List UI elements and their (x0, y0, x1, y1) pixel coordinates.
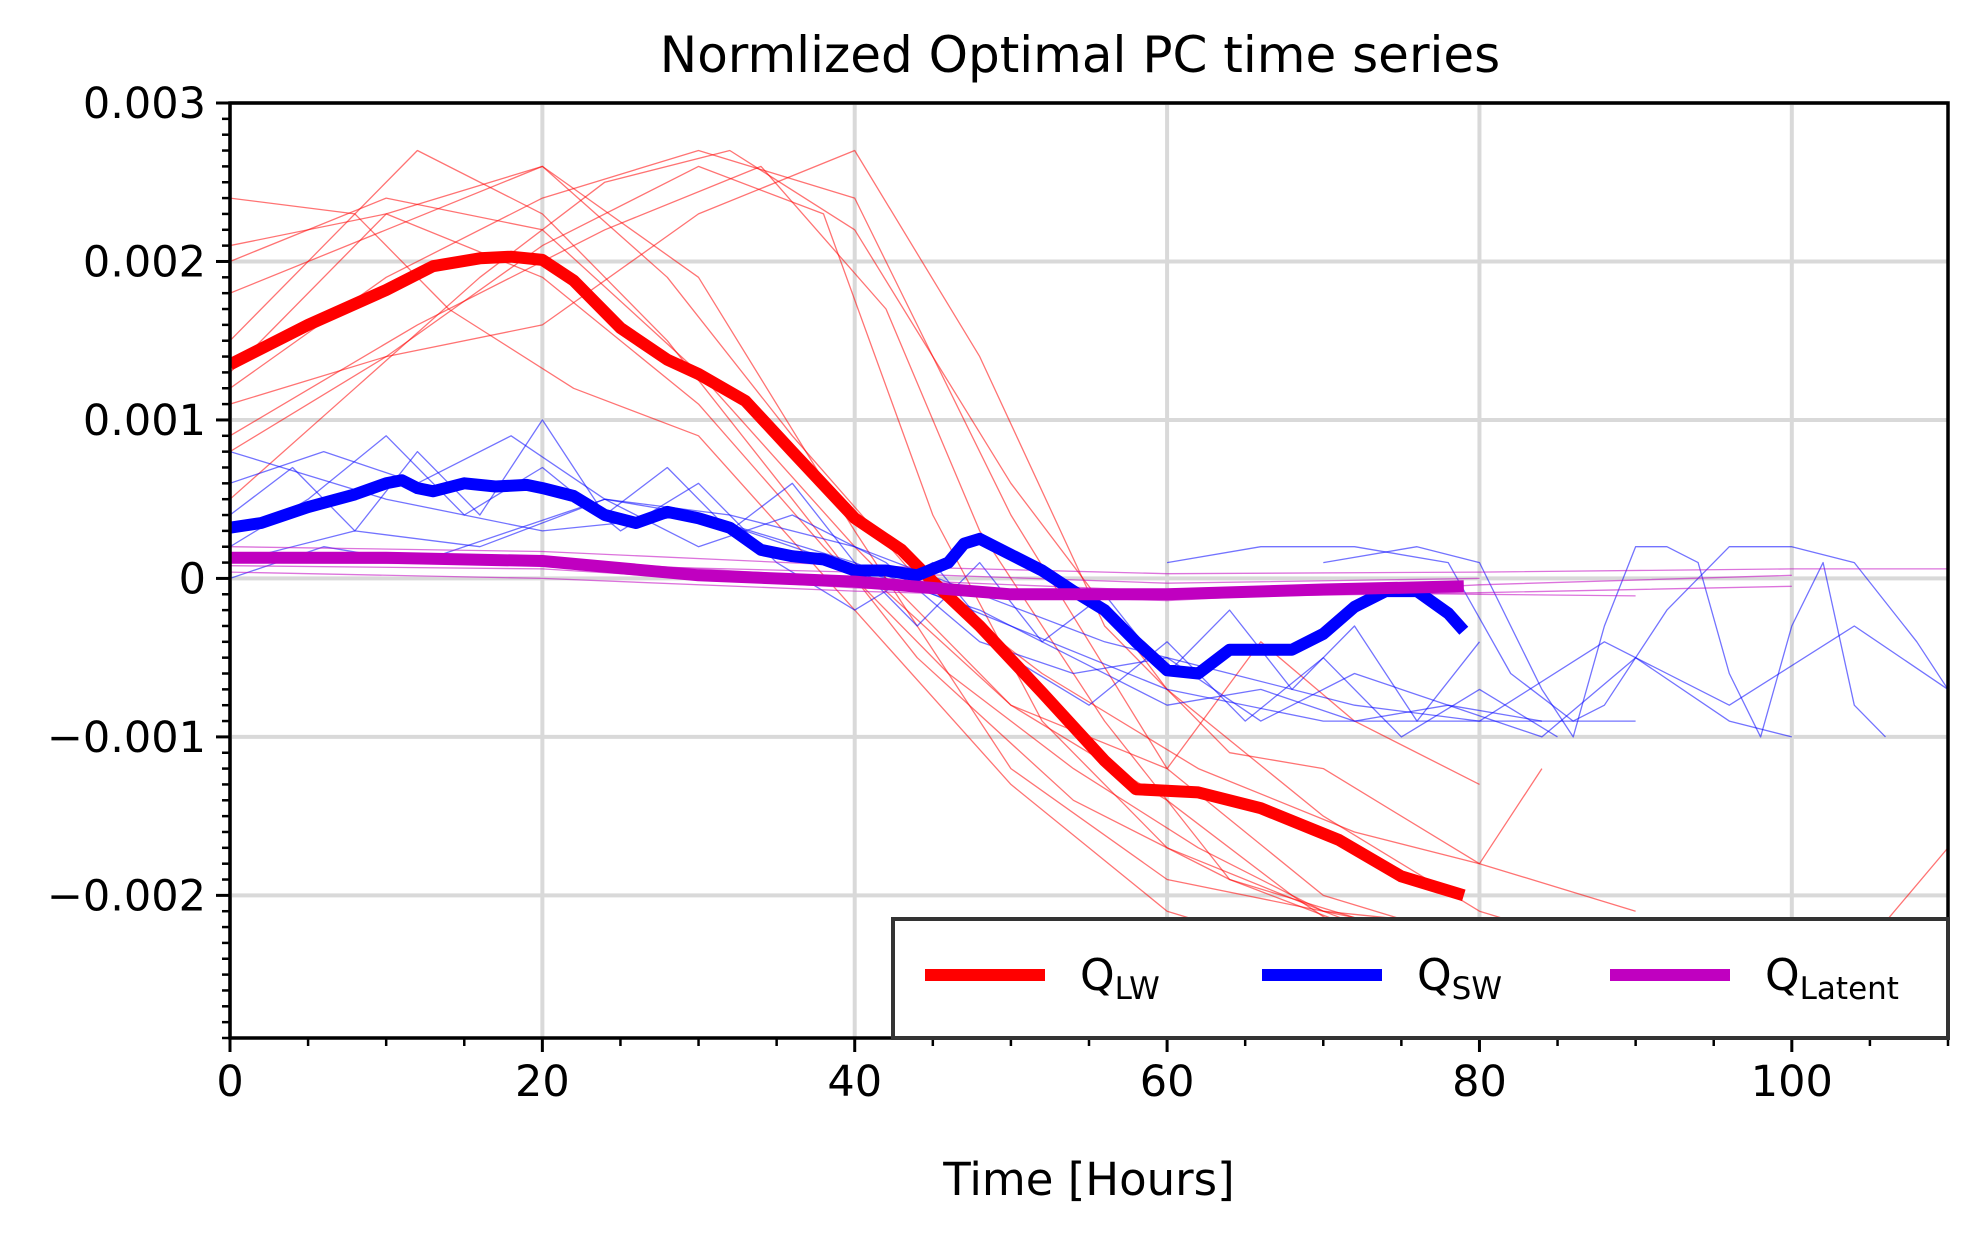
series-line-qlatent (230, 551, 1464, 601)
y-tick-label: −0.002 (47, 871, 206, 921)
ticks: 0 20 40 60 80 100 0.003 0.002 0.001 0 −0.001 −0.002 (47, 79, 1950, 1107)
y-tick-label: 0.003 (83, 79, 206, 129)
legend-label-qlw: QLW (1080, 950, 1160, 1007)
chart-title: Normlized Optimal PC time series (660, 26, 1500, 84)
ensemble-line-qlw (230, 213, 1449, 960)
ensemble-line-qlatent (230, 546, 1948, 575)
ensemble-line-qsw (230, 450, 1636, 722)
x-tick-label: 100 (1751, 1057, 1833, 1107)
series-line-qsw (230, 474, 1469, 680)
x-tick-label: 60 (1140, 1057, 1195, 1107)
y-tick-label: 0.002 (83, 237, 206, 287)
x-tick-label: 0 (216, 1057, 243, 1107)
y-tick-label: 0.001 (83, 396, 206, 446)
x-tick-label: 40 (827, 1057, 882, 1107)
ensemble-line-qsw (1166, 546, 1948, 722)
ensemble-line-qlw (230, 149, 1636, 912)
legend-box (891, 917, 1950, 1040)
series-line-qlw (230, 250, 1466, 902)
x-axis-label: Time [Hours] (942, 1153, 1234, 1206)
y-tick-label: −0.001 (47, 713, 206, 763)
ensemble-line-qsw (230, 498, 1948, 722)
ensemble-line-qlw (230, 165, 1511, 960)
ensemble-line-qlw (854, 562, 1948, 976)
x-tick-label: 80 (1452, 1057, 1507, 1107)
ensemble-line-qsw (1323, 546, 1886, 738)
y-tick-label: 0 (179, 554, 206, 604)
ensemble-line-qsw (230, 498, 1792, 738)
legend-label-qsw: QSW (1417, 950, 1502, 1007)
legend-label-qlatent: QLatent (1765, 950, 1899, 1007)
ensemble-line-qlw (230, 197, 1480, 785)
plot-area (230, 149, 1948, 976)
ensemble-line-qlw (230, 149, 1511, 928)
legend: QLW QSW QLatent (891, 917, 1950, 1040)
x-tick-label: 20 (515, 1057, 570, 1107)
